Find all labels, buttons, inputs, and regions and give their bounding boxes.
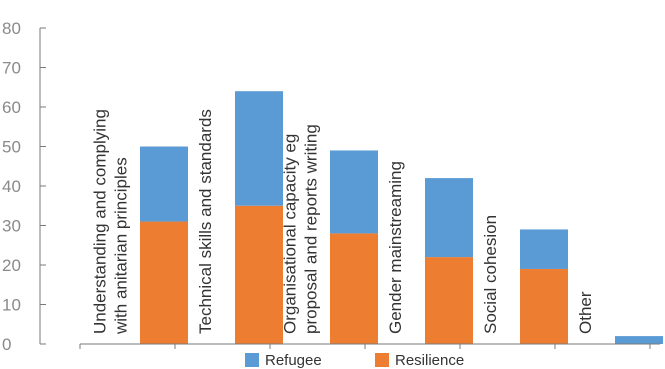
legend-swatch-resilience [375, 353, 389, 367]
bar-resilience-1 [235, 205, 283, 344]
bar-refugee-4 [520, 229, 568, 269]
y-tick-label: 40 [2, 177, 21, 196]
category-label: Social cohesion [481, 215, 500, 334]
bar-refugee-1 [235, 91, 283, 206]
y-tick-label: 70 [2, 59, 21, 78]
category-label: Organisational capacity eg [281, 134, 300, 334]
legend-label-refugee: Refugee [265, 352, 322, 369]
bar-resilience-4 [520, 268, 568, 344]
bar-resilience-0 [140, 221, 188, 344]
legend-label-resilience: Resilience [395, 352, 464, 369]
bar-resilience-2 [330, 233, 378, 344]
category-label: Other [576, 291, 595, 334]
y-tick-label: 50 [2, 138, 21, 157]
category-label: Technical skills and standards [196, 109, 215, 334]
y-tick-label: 60 [2, 98, 21, 117]
category-label: Gender mainstreaming [386, 161, 405, 334]
bar-refugee-5 [615, 336, 663, 344]
bar-resilience-3 [425, 257, 473, 344]
category-label: proposal and reports writing [302, 124, 321, 334]
y-tick-label: 80 [2, 19, 21, 38]
bar-refugee-2 [330, 150, 378, 234]
y-tick-label: 10 [2, 296, 21, 315]
bar-refugee-0 [140, 146, 188, 222]
y-tick-label: 20 [2, 256, 21, 275]
legend-swatch-refugee [245, 353, 259, 367]
y-tick-label: 0 [2, 335, 11, 354]
bar-refugee-3 [425, 178, 473, 258]
y-tick-label: 30 [2, 217, 21, 236]
category-label: with anitarian principles [112, 157, 131, 335]
category-label: Understanding and complying [91, 109, 110, 334]
